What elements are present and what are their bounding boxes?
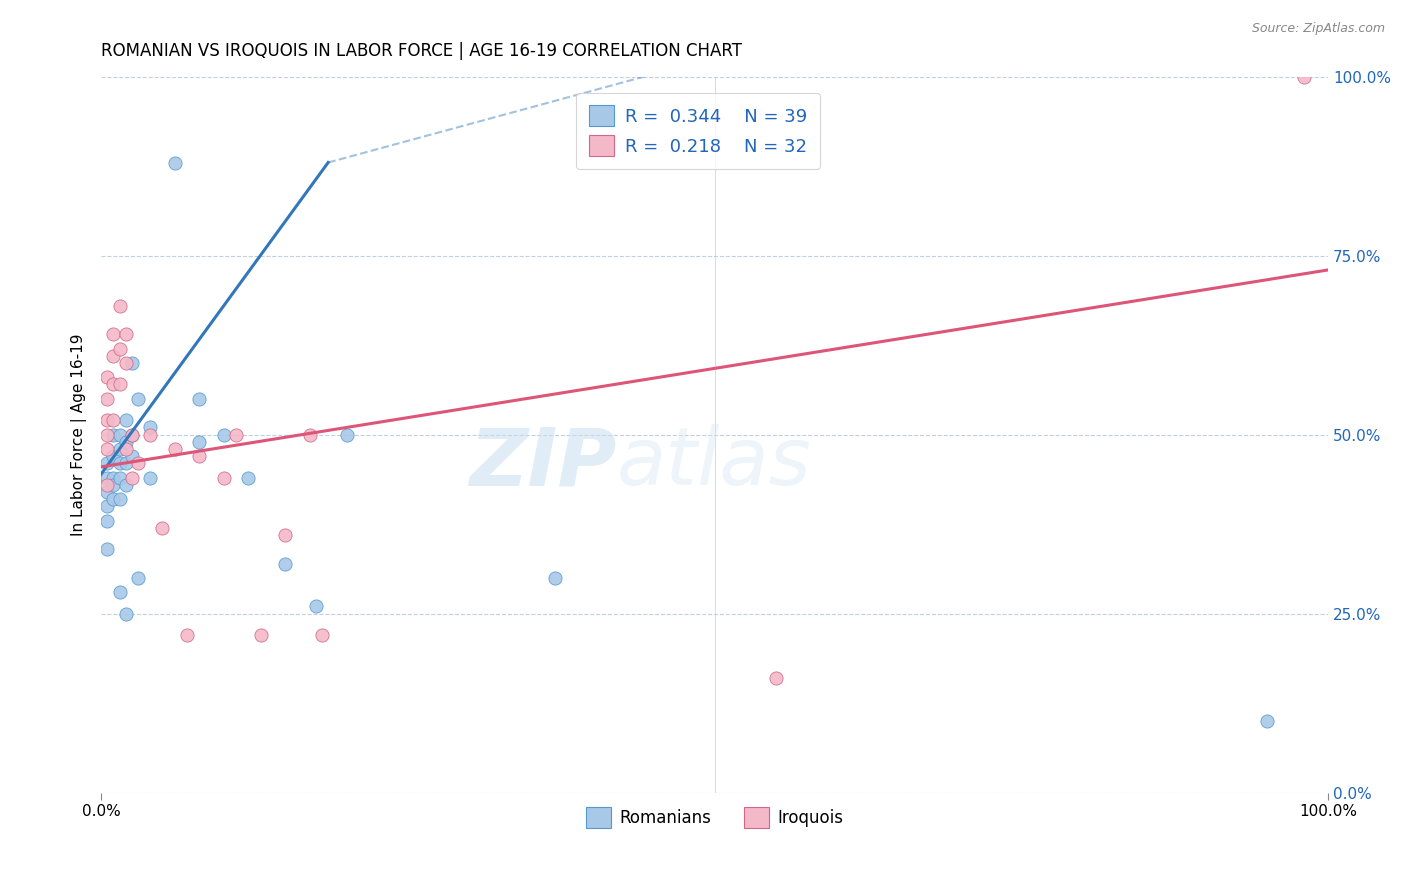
Point (163, 155, 186, 169)
Point (139, 470, 162, 484)
Point (1256, 714, 1278, 728)
Point (96, 456, 118, 470)
Legend: Romanians, Iroquois: Romanians, Iroquois (579, 801, 851, 834)
Point (163, 442, 186, 456)
Point (114, 356, 136, 370)
Point (114, 434, 136, 449)
Point (121, 449, 143, 463)
Point (96, 542, 118, 557)
Point (96, 370, 118, 384)
Y-axis label: In Labor Force | Age 16-19: In Labor Force | Age 16-19 (72, 334, 87, 536)
Point (96, 500, 118, 514)
Point (114, 327, 136, 342)
Point (121, 427, 143, 442)
Point (108, 442, 131, 456)
Point (225, 427, 247, 442)
Point (96, 427, 118, 442)
Point (108, 491, 131, 506)
Point (188, 392, 211, 406)
Point (114, 607, 136, 621)
Point (96, 392, 118, 406)
Point (298, 427, 321, 442)
Point (108, 377, 131, 392)
Point (212, 470, 235, 484)
Point (103, 477, 125, 491)
Point (188, 434, 211, 449)
Point (139, 427, 162, 442)
Point (127, 456, 149, 470)
Point (121, 356, 143, 370)
Point (114, 456, 136, 470)
Point (96, 442, 118, 456)
Point (103, 491, 125, 506)
Point (108, 427, 131, 442)
Point (103, 449, 125, 463)
Point (114, 477, 136, 491)
Point (176, 628, 198, 642)
Point (127, 392, 149, 406)
Point (96, 413, 118, 427)
Point (96, 484, 118, 499)
Point (274, 528, 297, 542)
Point (188, 449, 211, 463)
Point (335, 427, 357, 442)
Point (249, 628, 271, 642)
Point (96, 514, 118, 528)
Point (108, 470, 131, 484)
Point (108, 456, 131, 470)
Point (103, 377, 125, 392)
Point (108, 585, 131, 599)
Point (544, 571, 567, 585)
Point (103, 470, 125, 484)
Point (121, 427, 143, 442)
Point (108, 299, 131, 313)
Point (103, 413, 125, 427)
Point (103, 427, 125, 442)
Point (139, 420, 162, 434)
Text: Source: ZipAtlas.com: Source: ZipAtlas.com (1251, 22, 1385, 36)
Point (212, 427, 235, 442)
Point (311, 628, 333, 642)
Text: ZIP: ZIP (470, 425, 616, 502)
Point (765, 671, 787, 685)
Point (238, 470, 260, 484)
Point (1292, 70, 1315, 84)
Point (305, 599, 328, 614)
Point (114, 413, 136, 427)
Point (121, 470, 143, 484)
Point (127, 571, 149, 585)
Point (103, 327, 125, 342)
Point (103, 349, 125, 363)
Text: ROMANIAN VS IROQUOIS IN LABOR FORCE | AGE 16-19 CORRELATION CHART: ROMANIAN VS IROQUOIS IN LABOR FORCE | AG… (101, 42, 742, 60)
Point (114, 442, 136, 456)
Point (96, 477, 118, 491)
Text: atlas: atlas (616, 425, 811, 502)
Point (96, 470, 118, 484)
Point (108, 342, 131, 356)
Point (152, 521, 174, 535)
Point (274, 557, 297, 571)
